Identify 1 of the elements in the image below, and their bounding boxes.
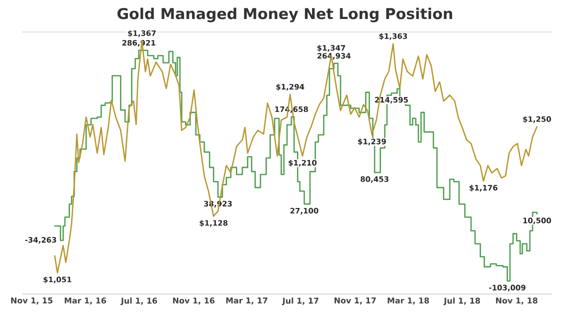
- chart-title: Gold Managed Money Net Long Position: [117, 8, 452, 22]
